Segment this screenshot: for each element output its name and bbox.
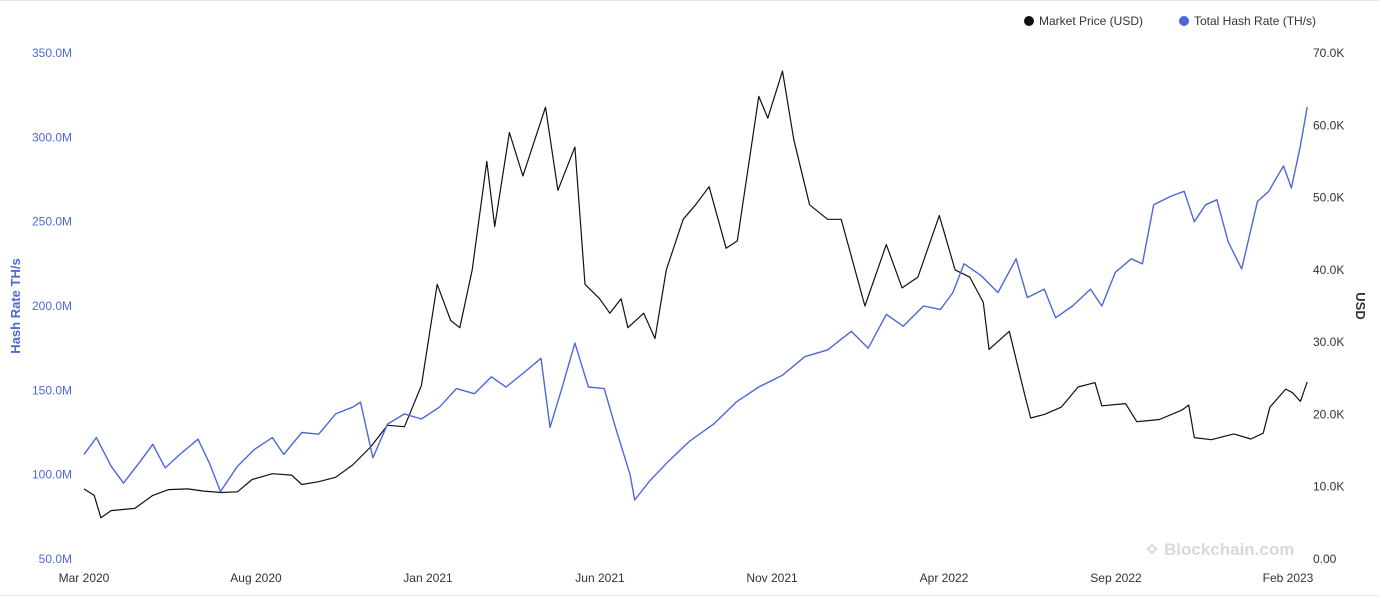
right-tick-label: 40.0K [1313,263,1344,277]
left-tick-label: 50.0M [39,552,72,566]
left-tick-label: 250.0M [32,215,72,229]
watermark: Blockchain.com [1146,540,1294,559]
x-tick-label: Apr 2022 [920,571,969,585]
right-tick-label: 0.00 [1313,552,1337,566]
watermark-text: Blockchain.com [1164,540,1294,559]
right-tick-label: 60.0K [1313,118,1344,132]
market-price-line [83,70,1308,519]
left-tick-label: 200.0M [32,299,72,313]
left-tick-label: 350.0M [32,46,72,60]
right-axis-ticks: 0.00 10.0K 20.0K 30.0K 40.0K 50.0K 60.0K 70.0K [1313,46,1344,566]
left-tick-label: 150.0M [32,383,72,397]
x-tick-label: Sep 2022 [1090,571,1142,585]
x-axis-ticks: Mar 2020 Aug 2020 Jan 2021 Jun 2021 Nov 2021… [59,571,1314,585]
x-tick-label: Nov 2021 [746,571,798,585]
x-tick-label: Aug 2020 [230,571,282,585]
legend-marker-market-price [1024,16,1034,26]
right-tick-label: 10.0K [1313,480,1344,494]
legend-label-market-price: Market Price (USD) [1039,14,1143,28]
hash-rate-line [83,106,1308,501]
x-tick-label: Jan 2021 [403,571,453,585]
legend-item-hash-rate[interactable]: Total Hash Rate (TH/s) [1179,14,1316,28]
left-axis-title: Hash Rate TH/s [8,258,23,353]
legend-label-hash-rate: Total Hash Rate (TH/s) [1194,14,1316,28]
right-axis-title: USD [1353,292,1368,319]
x-tick-label: Mar 2020 [59,571,110,585]
blockchain-logo-icon [1146,543,1158,555]
right-tick-label: 20.0K [1313,407,1344,421]
x-tick-label: Jun 2021 [575,571,625,585]
right-tick-label: 70.0K [1313,46,1344,60]
left-axis-ticks: 50.0M 100.0M 150.0M 200.0M 250.0M 300.0M 350.0… [32,46,72,566]
right-tick-label: 30.0K [1313,335,1344,349]
left-tick-label: 100.0M [32,468,72,482]
legend-marker-hash-rate [1179,16,1189,26]
legend-item-market-price[interactable]: Market Price (USD) [1024,14,1143,28]
left-tick-label: 300.0M [32,130,72,144]
legend: Market Price (USD) Total Hash Rate (TH/s… [1024,14,1316,28]
right-tick-label: 50.0K [1313,191,1344,205]
series-layer [83,70,1308,519]
x-tick-label: Feb 2023 [1263,571,1314,585]
